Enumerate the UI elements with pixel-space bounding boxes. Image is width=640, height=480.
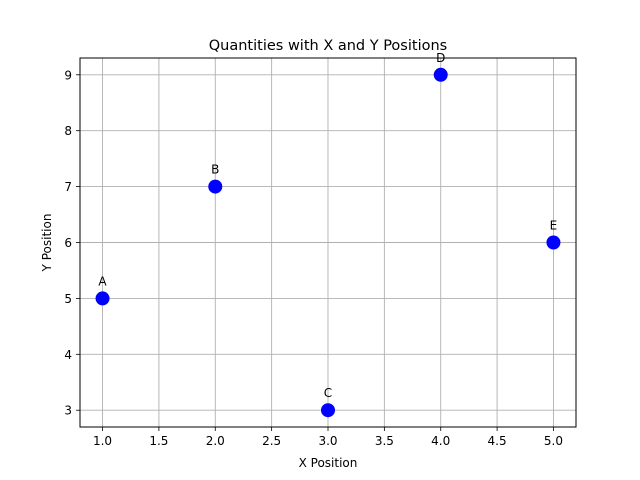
plot-frame	[79, 57, 577, 428]
grid-lines	[80, 58, 576, 427]
y-tick-label: 9	[64, 68, 72, 82]
data-point-label: C	[324, 386, 332, 400]
x-axis-label: X Position	[299, 456, 358, 470]
data-point	[208, 179, 223, 194]
data-point-label: A	[98, 274, 107, 288]
data-point	[433, 67, 448, 82]
x-tick-label: 2.0	[206, 434, 225, 448]
x-tick-label: 1.5	[149, 434, 168, 448]
y-tick-label: 8	[64, 124, 72, 138]
data-point	[95, 291, 110, 306]
x-tick-label: 2.5	[262, 434, 281, 448]
data-point-label: E	[550, 219, 558, 233]
x-tick-label: 4.5	[488, 434, 507, 448]
y-tick-label: 5	[64, 292, 72, 306]
x-tick-label: 3.5	[375, 434, 394, 448]
y-tick-label: 4	[64, 348, 72, 362]
x-tick-label: 5.0	[544, 434, 563, 448]
y-tick-label: 6	[64, 236, 72, 250]
x-tick-label: 3.0	[318, 434, 337, 448]
y-tick-label: 7	[64, 180, 72, 194]
y-axis-ticks: 3 4 5 6 7 8 9	[64, 68, 80, 418]
x-tick-label: 1.0	[93, 434, 112, 448]
y-tick-label: 3	[64, 404, 72, 418]
x-tick-label: 4.0	[431, 434, 450, 448]
data-point	[546, 235, 561, 250]
data-point-label: B	[211, 163, 219, 177]
chart-title: Quantities with X and Y Positions	[209, 38, 447, 54]
x-axis-ticks: 1.0 1.5 2.0 2.5 3.0 3.5 4.0 4.5 5.0	[93, 427, 563, 448]
y-axis-label: Y Position	[40, 214, 54, 273]
data-point	[321, 403, 335, 418]
